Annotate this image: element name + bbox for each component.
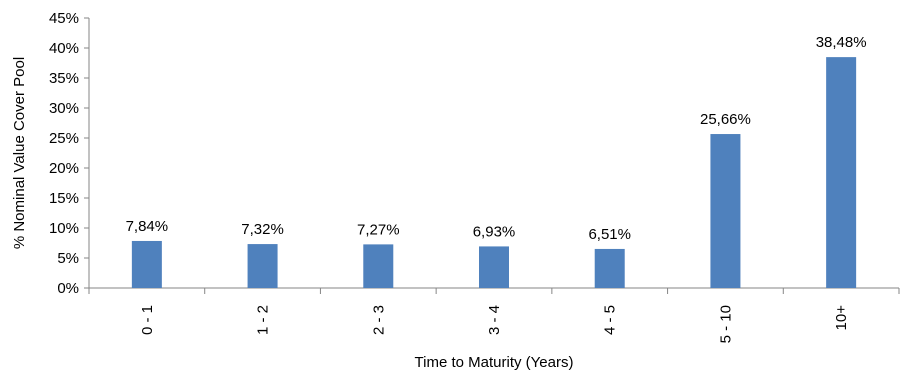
data-label: 7,32% <box>241 221 284 238</box>
data-label: 7,27% <box>357 221 400 238</box>
y-tick-label: 20% <box>49 160 79 177</box>
x-tick-label: 2 - 3 <box>370 305 387 335</box>
x-tick-label: 0 - 1 <box>139 305 156 335</box>
bar <box>826 57 857 289</box>
y-tick-label: 0% <box>57 280 79 297</box>
y-tick-label: 5% <box>57 250 79 267</box>
y-tick-label: 35% <box>49 70 79 87</box>
x-axis: 0 - 1 1 - 2 2 - 3 3 - 4 4 - 5 5 - 10 10+ <box>88 287 900 343</box>
bar <box>247 244 278 288</box>
bars <box>131 57 857 289</box>
x-tick-label: 5 - 10 <box>717 305 734 343</box>
data-label: 25,66% <box>700 111 751 128</box>
x-tick-label: 10+ <box>833 305 850 331</box>
bar <box>594 248 625 288</box>
data-label: 38,48% <box>816 34 867 51</box>
y-tick-label: 15% <box>49 190 79 207</box>
y-tick-label: 40% <box>49 40 79 57</box>
x-axis-title: Time to Maturity (Years) <box>415 354 574 371</box>
data-label: 6,93% <box>473 223 516 240</box>
y-tick-label: 10% <box>49 220 79 237</box>
y-axis-title: % Nominal Value Cover Pool <box>11 57 28 249</box>
bar <box>479 246 509 288</box>
bar <box>710 134 741 288</box>
y-tick-label: 25% <box>49 130 79 147</box>
bar <box>363 244 394 288</box>
y-tick-label: 30% <box>49 100 79 117</box>
data-label: 6,51% <box>588 226 631 243</box>
y-tick-label: 45% <box>49 10 79 27</box>
x-tick-label: 3 - 4 <box>486 305 503 335</box>
y-axis: 0% 5% 10% 15% 20% 25% 30% 35% 40% 45% <box>49 10 90 297</box>
data-labels: 7,84% 7,32% 7,27% 6,93% 6,51% 25,66% 38,48% <box>126 34 867 243</box>
bar <box>131 240 162 288</box>
data-label: 7,84% <box>126 218 169 235</box>
x-tick-label: 4 - 5 <box>602 305 619 335</box>
x-tick-label: 1 - 2 <box>255 305 272 335</box>
